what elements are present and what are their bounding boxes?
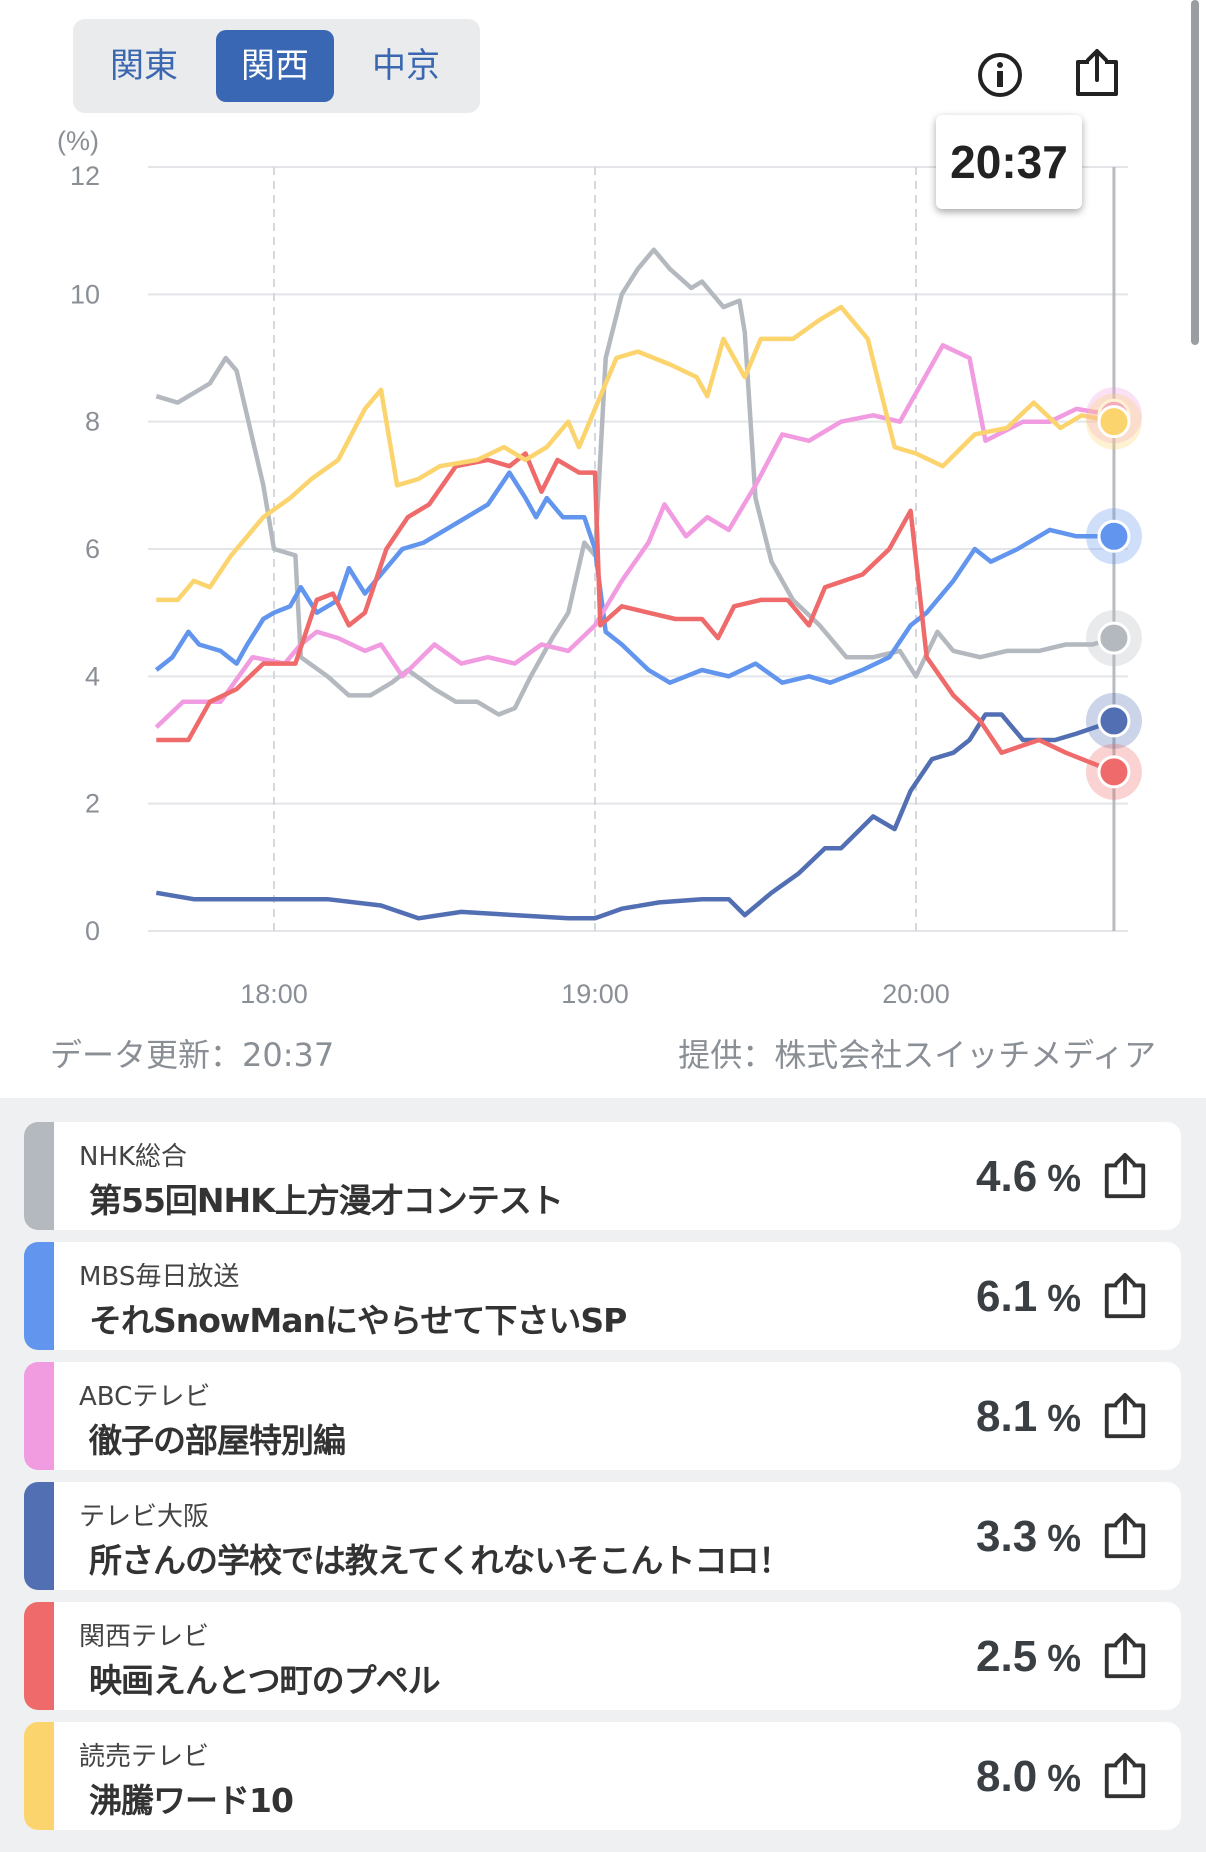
program-card[interactable]: ABCテレビ 徹子の部屋特別編 8.1% <box>24 1362 1181 1470</box>
program-card[interactable]: テレビ大阪 所さんの学校では教えてくれないそこんトコロ！ 3.3% <box>24 1482 1181 1590</box>
y-tick-label: 8 <box>85 407 100 437</box>
program-card[interactable]: 読売テレビ 沸騰ワード10 8.0% <box>24 1722 1181 1830</box>
program-list: NHK総合 第55回NHK上方漫才コンテスト 4.6% MBS毎日放送 それSn… <box>0 1098 1206 1852</box>
channel-name: MBS毎日放送 <box>79 1262 240 1292</box>
channel-name: ABCテレビ <box>79 1382 211 1412</box>
rating-unit: % <box>1047 1158 1081 1200</box>
channel-name: NHK総合 <box>79 1142 188 1172</box>
channel-color-strip <box>24 1482 54 1590</box>
series-end-marker-3 <box>1097 704 1131 738</box>
rating-value: 4.6% <box>976 1152 1081 1202</box>
rating-number: 3.3 <box>976 1512 1038 1561</box>
program-title: 所さんの学校では教えてくれないそこんトコロ！ <box>89 1541 791 1580</box>
rating-value: 2.5% <box>976 1632 1081 1682</box>
program-title: 徹子の部屋特別編 <box>89 1421 346 1460</box>
rating-number: 2.5 <box>976 1632 1038 1681</box>
series-line-5 <box>156 304 1115 603</box>
program-title: それSnowManにやらせて下さいSP <box>89 1301 627 1340</box>
region-segmented-control: 関東 関西 中京 <box>73 19 480 113</box>
program-card[interactable]: 関西テレビ 映画えんとつ町のプペル 2.5% <box>24 1602 1181 1710</box>
channel-name: テレビ大阪 <box>79 1502 210 1532</box>
info-circle-icon[interactable] <box>976 51 1024 103</box>
tab-kanto[interactable]: 関東 <box>110 46 178 86</box>
y-tick-label: 12 <box>70 161 100 191</box>
rating-unit: % <box>1047 1638 1081 1680</box>
program-card[interactable]: NHK総合 第55回NHK上方漫才コンテスト 4.6% <box>24 1122 1181 1230</box>
series-end-marker-4 <box>1097 755 1131 789</box>
share-icon[interactable] <box>1101 1272 1149 1324</box>
channel-color-strip <box>24 1602 54 1710</box>
channel-name: 読売テレビ <box>79 1742 210 1772</box>
rating-line-chart: 0 2 4 6 8 10 12 (%) 18:00 19:00 20:00 <box>57 126 1142 1009</box>
series-end-marker-0 <box>1097 621 1131 655</box>
data-updated-label: データ更新：20:37 <box>50 1036 335 1074</box>
program-card[interactable]: MBS毎日放送 それSnowManにやらせて下さいSP 6.1% <box>24 1242 1181 1350</box>
provider-label: 提供：株式会社スイッチメディア <box>678 1036 1156 1074</box>
x-tick-label: 18:00 <box>240 979 308 1009</box>
tab-chukyo[interactable]: 中京 <box>372 46 440 86</box>
share-icon[interactable] <box>1101 1752 1149 1804</box>
share-icon[interactable] <box>1072 48 1122 102</box>
rating-number: 8.1 <box>976 1392 1038 1441</box>
channel-color-strip <box>24 1722 54 1830</box>
tab-kansai[interactable]: 関西 <box>216 30 334 102</box>
channel-color-strip <box>24 1242 54 1350</box>
share-icon[interactable] <box>1101 1512 1149 1564</box>
channel-name: 関西テレビ <box>79 1622 210 1652</box>
share-icon[interactable] <box>1101 1152 1149 1204</box>
series-line-2 <box>154 343 1115 729</box>
cursor-time-tooltip: 20:37 <box>936 115 1082 209</box>
rating-value: 6.1% <box>976 1272 1081 1322</box>
scrollbar[interactable] <box>1191 0 1199 345</box>
rating-number: 4.6 <box>976 1152 1038 1201</box>
channel-color-strip <box>24 1362 54 1470</box>
x-tick-label: 20:00 <box>882 979 950 1009</box>
program-title: 沸騰ワード10 <box>89 1781 294 1820</box>
series-line-1 <box>154 470 1114 685</box>
series-line-0 <box>155 247 1115 717</box>
rating-unit: % <box>1047 1518 1081 1560</box>
y-tick-label: 4 <box>85 661 100 691</box>
series-end-marker-1 <box>1097 519 1131 553</box>
y-tick-label: 6 <box>85 534 100 564</box>
y-axis-unit-label: (%) <box>57 126 99 156</box>
rating-value: 3.3% <box>976 1512 1081 1562</box>
rating-unit: % <box>1047 1758 1081 1800</box>
rating-value: 8.1% <box>976 1392 1081 1442</box>
y-tick-label: 10 <box>70 279 100 309</box>
series-line-3 <box>155 712 1115 921</box>
channel-color-strip <box>24 1122 54 1230</box>
x-tick-label: 19:00 <box>561 979 629 1009</box>
rating-number: 6.1 <box>976 1272 1038 1321</box>
share-icon[interactable] <box>1101 1632 1149 1684</box>
series-line-4 <box>156 451 1115 774</box>
program-title: 第55回NHK上方漫才コンテスト <box>89 1181 564 1220</box>
program-title: 映画えんとつ町のプペル <box>89 1661 441 1700</box>
rating-unit: % <box>1047 1398 1081 1440</box>
rating-number: 8.0 <box>976 1752 1038 1801</box>
y-tick-label: 2 <box>85 789 100 819</box>
rating-value: 8.0% <box>976 1752 1081 1802</box>
series-end-marker-5 <box>1097 405 1131 439</box>
y-tick-label: 0 <box>85 916 100 946</box>
rating-unit: % <box>1047 1278 1081 1320</box>
share-icon[interactable] <box>1101 1392 1149 1444</box>
